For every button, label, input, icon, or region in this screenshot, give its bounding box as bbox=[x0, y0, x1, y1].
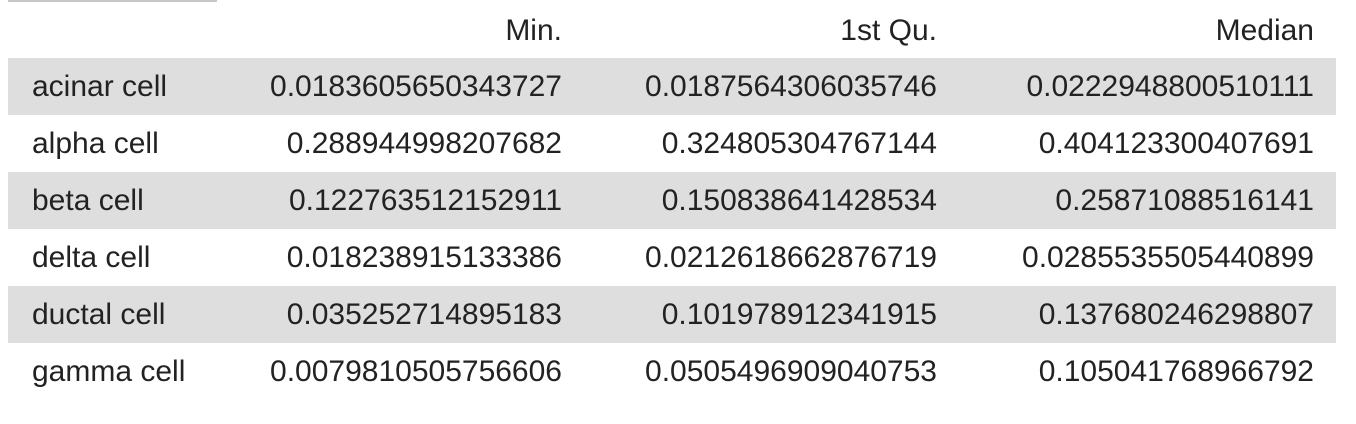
cell-median: 0.0285535505440899 bbox=[1022, 240, 1314, 274]
header-cell-median: Median bbox=[1215, 13, 1314, 47]
cell-min: 0.0079810505756606 bbox=[270, 354, 562, 388]
cell-min: 0.122763512152911 bbox=[288, 183, 562, 217]
row-label: acinar cell bbox=[32, 69, 168, 103]
header-cell-1st-qu: 1st Qu. bbox=[840, 13, 937, 47]
summary-table-container: Min. 1st Qu. Median acinar cell 0.018360… bbox=[8, 3, 1356, 400]
header-cell-min: Min. bbox=[505, 13, 562, 47]
table-row: alpha cell 0.288944998207682 0.324805304… bbox=[8, 115, 1336, 172]
table-row: delta cell 0.018238915133386 0.021261866… bbox=[8, 229, 1336, 286]
table-body: acinar cell 0.0183605650343727 0.0187564… bbox=[8, 58, 1336, 400]
cell-median: 0.137680246298807 bbox=[1038, 297, 1314, 331]
cell-min: 0.018238915133386 bbox=[286, 240, 562, 274]
cell-min: 0.288944998207682 bbox=[286, 126, 562, 160]
summary-table: Min. 1st Qu. Median acinar cell 0.018360… bbox=[8, 3, 1336, 400]
cell-1st-qu: 0.324805304767144 bbox=[661, 126, 937, 160]
cell-1st-qu: 0.101978912341915 bbox=[661, 297, 937, 331]
cell-median: 0.105041768966792 bbox=[1038, 354, 1314, 388]
cell-median: 0.404123300407691 bbox=[1038, 126, 1314, 160]
row-label: alpha cell bbox=[32, 126, 159, 160]
top-divider bbox=[8, 0, 217, 2]
row-label: gamma cell bbox=[32, 354, 186, 388]
cell-1st-qu: 0.0505496909040753 bbox=[645, 354, 937, 388]
cell-1st-qu: 0.0187564306035746 bbox=[645, 69, 937, 103]
row-label: beta cell bbox=[32, 183, 144, 217]
header-cell-rowname bbox=[8, 3, 217, 58]
table-row: ductal cell 0.035252714895183 0.10197891… bbox=[8, 286, 1336, 343]
cell-median: 0.25871088516141 bbox=[1055, 183, 1314, 217]
cell-1st-qu: 0.0212618662876719 bbox=[645, 240, 937, 274]
table-header: Min. 1st Qu. Median bbox=[8, 3, 1336, 58]
cell-1st-qu: 0.150838641428534 bbox=[661, 183, 937, 217]
cell-median: 0.0222948800510111 bbox=[1026, 69, 1314, 103]
table-row: acinar cell 0.0183605650343727 0.0187564… bbox=[8, 58, 1336, 115]
header-row: Min. 1st Qu. Median bbox=[8, 3, 1336, 58]
table-row: gamma cell 0.0079810505756606 0.05054969… bbox=[8, 343, 1336, 400]
row-label: delta cell bbox=[32, 240, 151, 274]
table-row: beta cell 0.122763512152911 0.1508386414… bbox=[8, 172, 1336, 229]
cell-min: 0.0183605650343727 bbox=[270, 69, 562, 103]
row-label: ductal cell bbox=[32, 297, 166, 331]
cell-min: 0.035252714895183 bbox=[286, 297, 562, 331]
